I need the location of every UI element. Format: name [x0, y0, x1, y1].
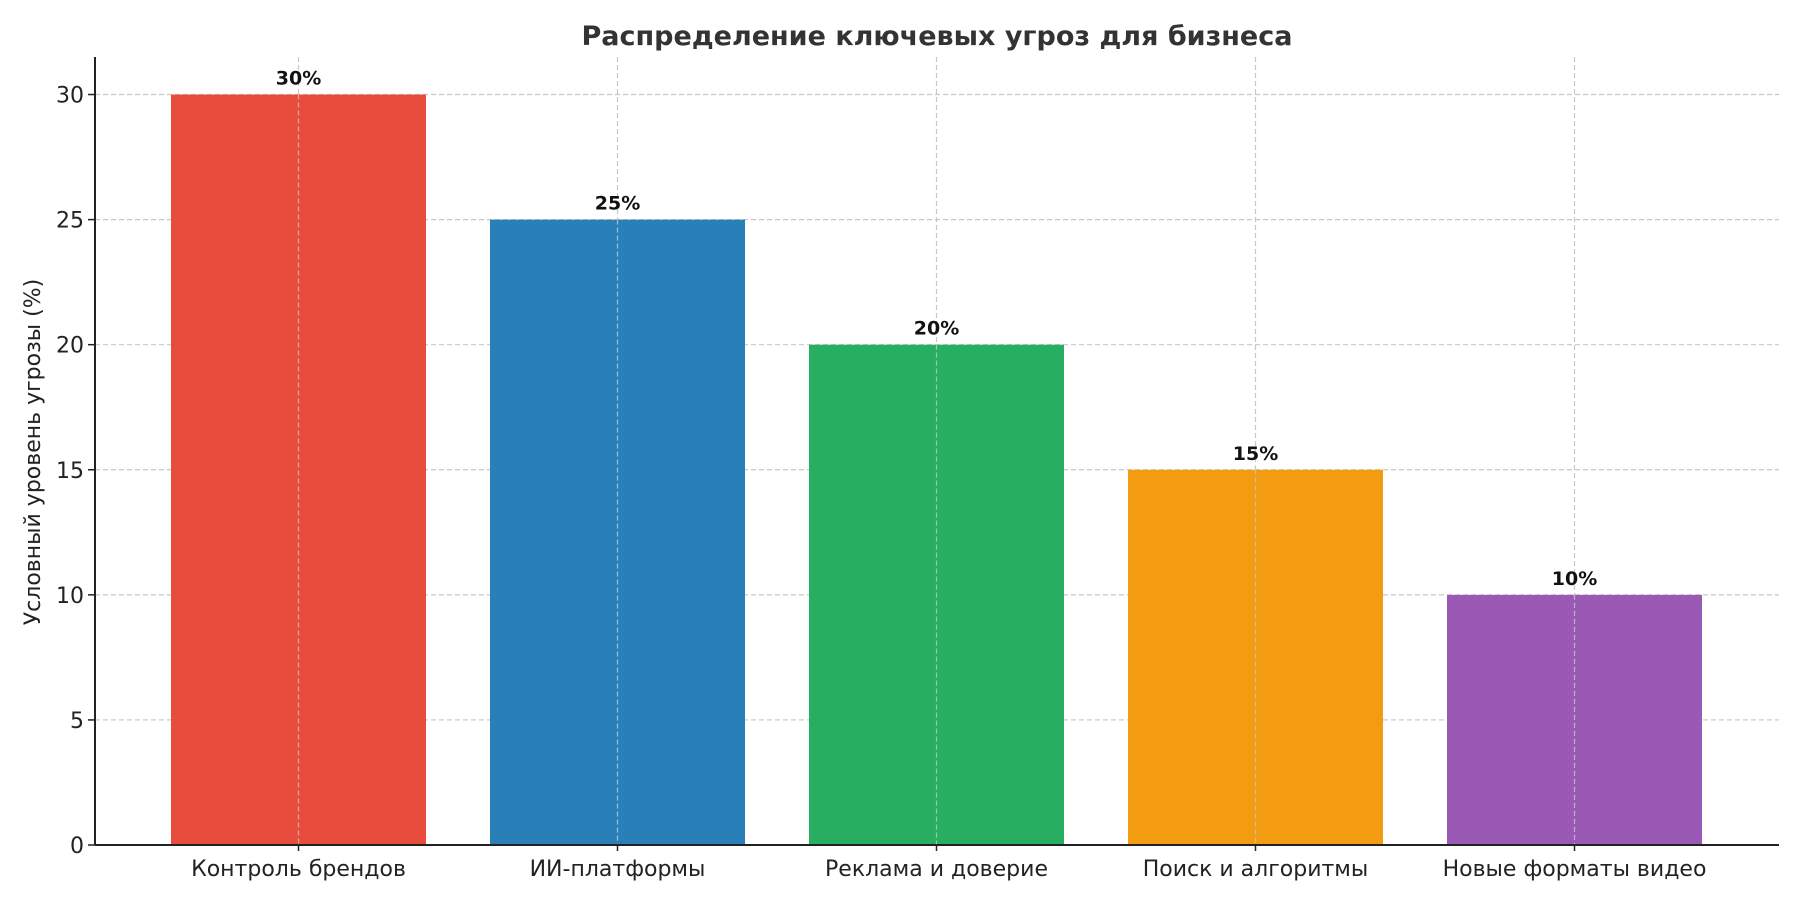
chart-title: Распределение ключевых угроз для бизнеса: [582, 21, 1293, 52]
x-tick-label: ИИ-платформы: [530, 857, 706, 882]
y-axis-label: Условный уровень угрозы (%): [21, 279, 46, 625]
data-label: 15%: [1233, 443, 1278, 465]
y-tick-label: 10: [56, 584, 84, 609]
y-tick-label: 30: [56, 84, 84, 109]
data-label: 25%: [595, 193, 640, 215]
bars: 30% 25% 20% 15% 10%: [171, 68, 1702, 846]
data-label: 20%: [914, 318, 959, 340]
y-tick-label: 5: [70, 709, 84, 734]
axes: 0 5 10 15 20 25 30 Контроль брендов ИИ-платформы…: [56, 57, 1779, 882]
y-tick-label: 25: [56, 209, 84, 234]
data-label: 30%: [276, 68, 321, 90]
x-tick-label: Контроль брендов: [191, 857, 406, 882]
x-tick-label: Новые форматы видео: [1443, 857, 1707, 882]
y-tick-label: 15: [56, 459, 84, 484]
y-tick-label: 0: [70, 834, 84, 859]
x-tick-label: Реклама и доверие: [825, 857, 1048, 882]
y-tick-label: 20: [56, 334, 84, 359]
x-tick-label: Поиск и алгоритмы: [1143, 857, 1369, 882]
data-label: 10%: [1552, 568, 1597, 590]
